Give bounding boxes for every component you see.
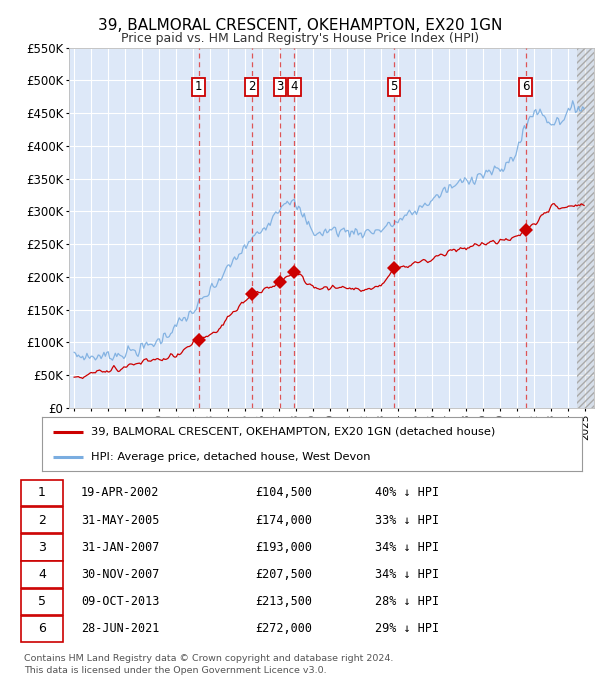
- Text: 2: 2: [38, 513, 46, 527]
- Text: 28% ↓ HPI: 28% ↓ HPI: [375, 595, 439, 609]
- Text: 31-MAY-2005: 31-MAY-2005: [81, 513, 160, 527]
- Text: Price paid vs. HM Land Registry's House Price Index (HPI): Price paid vs. HM Land Registry's House …: [121, 32, 479, 45]
- Bar: [577, 48, 596, 408]
- Text: £174,000: £174,000: [255, 513, 312, 527]
- Text: 2: 2: [248, 80, 256, 93]
- Text: 1: 1: [195, 80, 202, 93]
- Text: 5: 5: [38, 595, 46, 609]
- Text: £213,500: £213,500: [255, 595, 312, 609]
- Bar: [577, 48, 596, 408]
- Text: Contains HM Land Registry data © Crown copyright and database right 2024.: Contains HM Land Registry data © Crown c…: [24, 654, 394, 663]
- Text: 1: 1: [38, 486, 46, 500]
- Text: 29% ↓ HPI: 29% ↓ HPI: [375, 622, 439, 636]
- Text: 4: 4: [38, 568, 46, 581]
- Text: £104,500: £104,500: [255, 486, 312, 500]
- Text: 40% ↓ HPI: 40% ↓ HPI: [375, 486, 439, 500]
- Text: £272,000: £272,000: [255, 622, 312, 636]
- Text: 09-OCT-2013: 09-OCT-2013: [81, 595, 160, 609]
- Text: 39, BALMORAL CRESCENT, OKEHAMPTON, EX20 1GN (detached house): 39, BALMORAL CRESCENT, OKEHAMPTON, EX20 …: [91, 426, 495, 437]
- Text: 30-NOV-2007: 30-NOV-2007: [81, 568, 160, 581]
- Text: 6: 6: [38, 622, 46, 636]
- Text: 31-JAN-2007: 31-JAN-2007: [81, 541, 160, 554]
- Text: £207,500: £207,500: [255, 568, 312, 581]
- Text: 3: 3: [277, 80, 284, 93]
- Text: £193,000: £193,000: [255, 541, 312, 554]
- Text: 5: 5: [391, 80, 398, 93]
- Text: 34% ↓ HPI: 34% ↓ HPI: [375, 541, 439, 554]
- Text: 3: 3: [38, 541, 46, 554]
- Text: HPI: Average price, detached house, West Devon: HPI: Average price, detached house, West…: [91, 452, 370, 462]
- Text: 28-JUN-2021: 28-JUN-2021: [81, 622, 160, 636]
- Text: 6: 6: [522, 80, 529, 93]
- Text: 39, BALMORAL CRESCENT, OKEHAMPTON, EX20 1GN: 39, BALMORAL CRESCENT, OKEHAMPTON, EX20 …: [98, 18, 502, 33]
- Text: 33% ↓ HPI: 33% ↓ HPI: [375, 513, 439, 527]
- Text: 34% ↓ HPI: 34% ↓ HPI: [375, 568, 439, 581]
- Text: 19-APR-2002: 19-APR-2002: [81, 486, 160, 500]
- Text: This data is licensed under the Open Government Licence v3.0.: This data is licensed under the Open Gov…: [24, 666, 326, 675]
- Text: 4: 4: [290, 80, 298, 93]
